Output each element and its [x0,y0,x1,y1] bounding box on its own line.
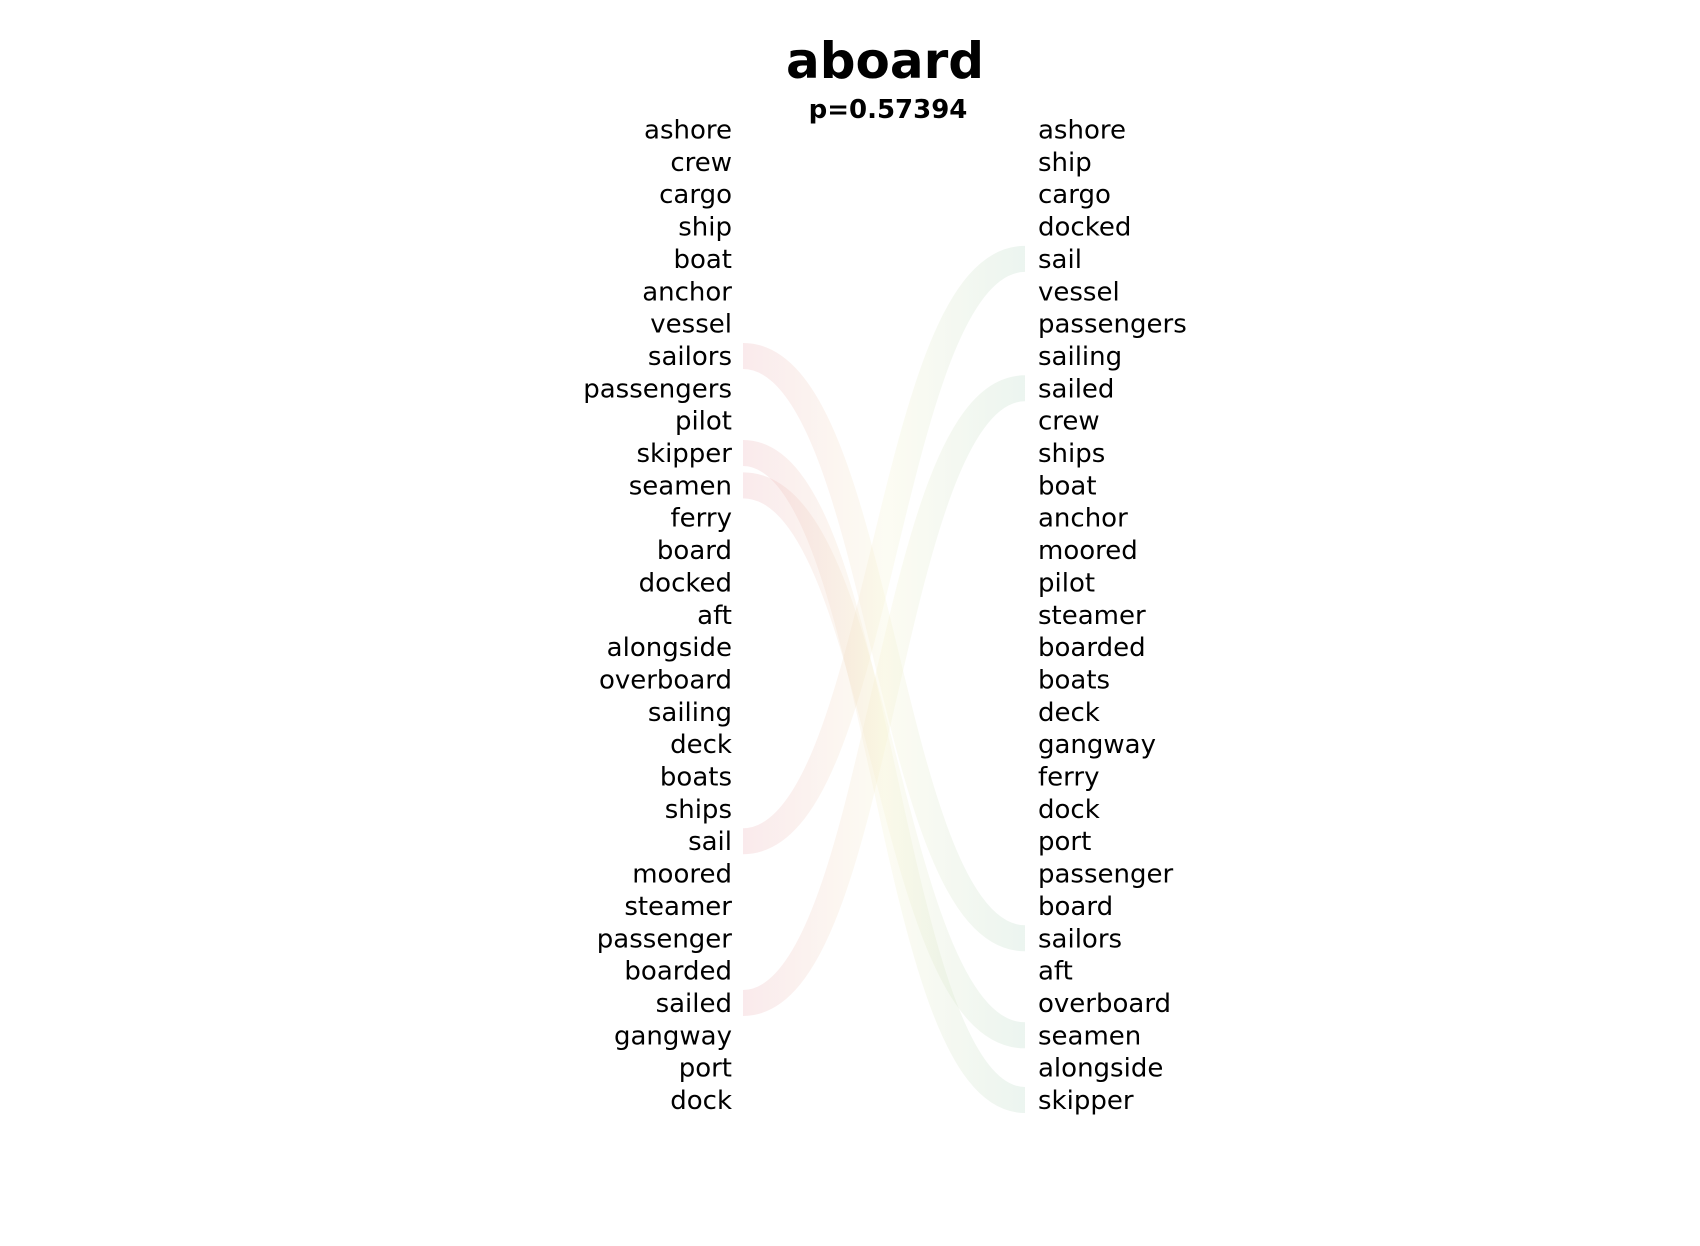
left-word-deck: deck [670,730,732,760]
right-word-ashore: ashore [1038,116,1126,146]
left-word-boat: boat [673,245,732,275]
right-ranking-column: ashoreshipcargodockedsailvesselpassenger… [1038,116,1187,1117]
right-word-ferry: ferry [1038,763,1099,793]
left-word-sail: sail [688,827,732,857]
left-word-dock: dock [670,1086,732,1116]
left-word-ashore: ashore [644,116,732,146]
left-word-crew: crew [670,148,732,178]
left-word-vessel: vessel [650,310,732,340]
right-word-dock: dock [1038,795,1100,825]
left-word-overboard: overboard [599,665,732,695]
right-word-steamer: steamer [1038,601,1146,631]
chart-subtitle: p=0.57394 [809,95,968,125]
left-word-board: board [657,536,732,566]
right-word-anchor: anchor [1038,504,1128,534]
right-word-boarded: boarded [1038,633,1146,663]
left-word-alongside: alongside [607,633,732,663]
right-word-ships: ships [1038,439,1105,469]
left-word-boats: boats [660,763,732,793]
right-word-passenger: passenger [1038,860,1174,890]
right-word-sail: sail [1038,245,1082,275]
left-word-seamen: seamen [629,471,732,501]
left-word-moored: moored [632,860,732,890]
left-word-sailed: sailed [656,989,732,1019]
links-layer [741,245,1027,1113]
right-word-boat: boat [1038,471,1097,501]
link-seamen [741,472,1027,1049]
right-word-alongside: alongside [1038,1054,1163,1084]
left-word-skipper: skipper [636,439,732,469]
left-word-passengers: passengers [583,374,732,404]
left-word-steamer: steamer [624,892,732,922]
left-word-boarded: boarded [624,957,732,987]
right-word-deck: deck [1038,698,1100,728]
left-word-anchor: anchor [642,277,732,307]
right-word-crew: crew [1038,407,1100,437]
left-ranking-column: ashorecrewcargoshipboatanchorvesselsailo… [583,116,732,1117]
right-word-sailors: sailors [1038,924,1122,954]
left-word-ship: ship [678,213,732,243]
right-word-ship: ship [1038,148,1092,178]
left-word-aft: aft [697,601,732,631]
right-word-boats: boats [1038,665,1110,695]
chart-title: aboard [786,32,984,90]
left-word-port: port [679,1054,732,1084]
left-word-ships: ships [665,795,732,825]
right-word-gangway: gangway [1038,730,1156,760]
right-word-vessel: vessel [1038,277,1120,307]
left-word-docked: docked [639,568,732,598]
left-word-pilot: pilot [675,407,732,437]
right-word-sailed: sailed [1038,374,1114,404]
left-word-ferry: ferry [671,504,732,534]
right-word-passengers: passengers [1038,310,1187,340]
right-word-overboard: overboard [1038,989,1171,1019]
left-word-sailing: sailing [648,698,732,728]
right-word-pilot: pilot [1038,568,1095,598]
left-word-sailors: sailors [648,342,732,372]
right-word-skipper: skipper [1038,1086,1134,1116]
link-sailed [741,375,1027,1016]
right-word-moored: moored [1038,536,1138,566]
right-word-docked: docked [1038,213,1131,243]
right-word-board: board [1038,892,1113,922]
link-sail [741,245,1027,855]
right-word-cargo: cargo [1038,180,1111,210]
left-word-passenger: passenger [597,924,733,954]
right-word-sailing: sailing [1038,342,1122,372]
left-word-cargo: cargo [659,180,732,210]
right-word-aft: aft [1038,957,1073,987]
right-word-seamen: seamen [1038,1021,1141,1051]
left-word-gangway: gangway [614,1021,732,1051]
right-word-port: port [1038,827,1091,857]
